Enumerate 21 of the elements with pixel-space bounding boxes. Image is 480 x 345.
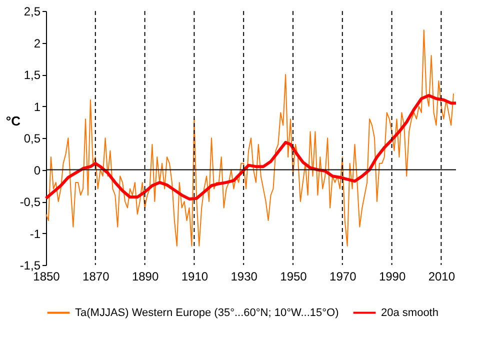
y-tick-label: 1 bbox=[34, 100, 41, 114]
y-tick-label: -0,5 bbox=[20, 195, 41, 209]
x-tick-label: 1950 bbox=[280, 270, 308, 284]
x-tick-label: 1890 bbox=[132, 270, 159, 284]
y-axis-title: °C bbox=[6, 114, 22, 128]
x-tick-label: 1870 bbox=[82, 270, 110, 284]
y-tick-label: -1,5 bbox=[20, 258, 41, 272]
y-tick-label: 0 bbox=[34, 163, 41, 178]
x-tick-label: 1970 bbox=[330, 270, 357, 284]
x-tick-label: 1990 bbox=[378, 270, 406, 284]
y-tick-label: 1,5 bbox=[24, 68, 41, 82]
y-tick-label: 2,5 bbox=[24, 4, 41, 18]
y-tick-label: -1 bbox=[30, 226, 41, 241]
x-tick-label: 1910 bbox=[181, 270, 208, 284]
x-tick-label: 2010 bbox=[428, 270, 456, 284]
legend-label: 20a smooth bbox=[381, 306, 438, 319]
y-tick-label: 2 bbox=[34, 36, 41, 50]
y-tick-label: 0,5 bbox=[24, 132, 41, 146]
x-tick-label: 1930 bbox=[230, 270, 258, 284]
x-tick-label: 1850 bbox=[33, 270, 60, 284]
legend-label: Ta(MJJAS) Western Europe (35°...60°N; 10°W...15°O) bbox=[75, 306, 339, 319]
